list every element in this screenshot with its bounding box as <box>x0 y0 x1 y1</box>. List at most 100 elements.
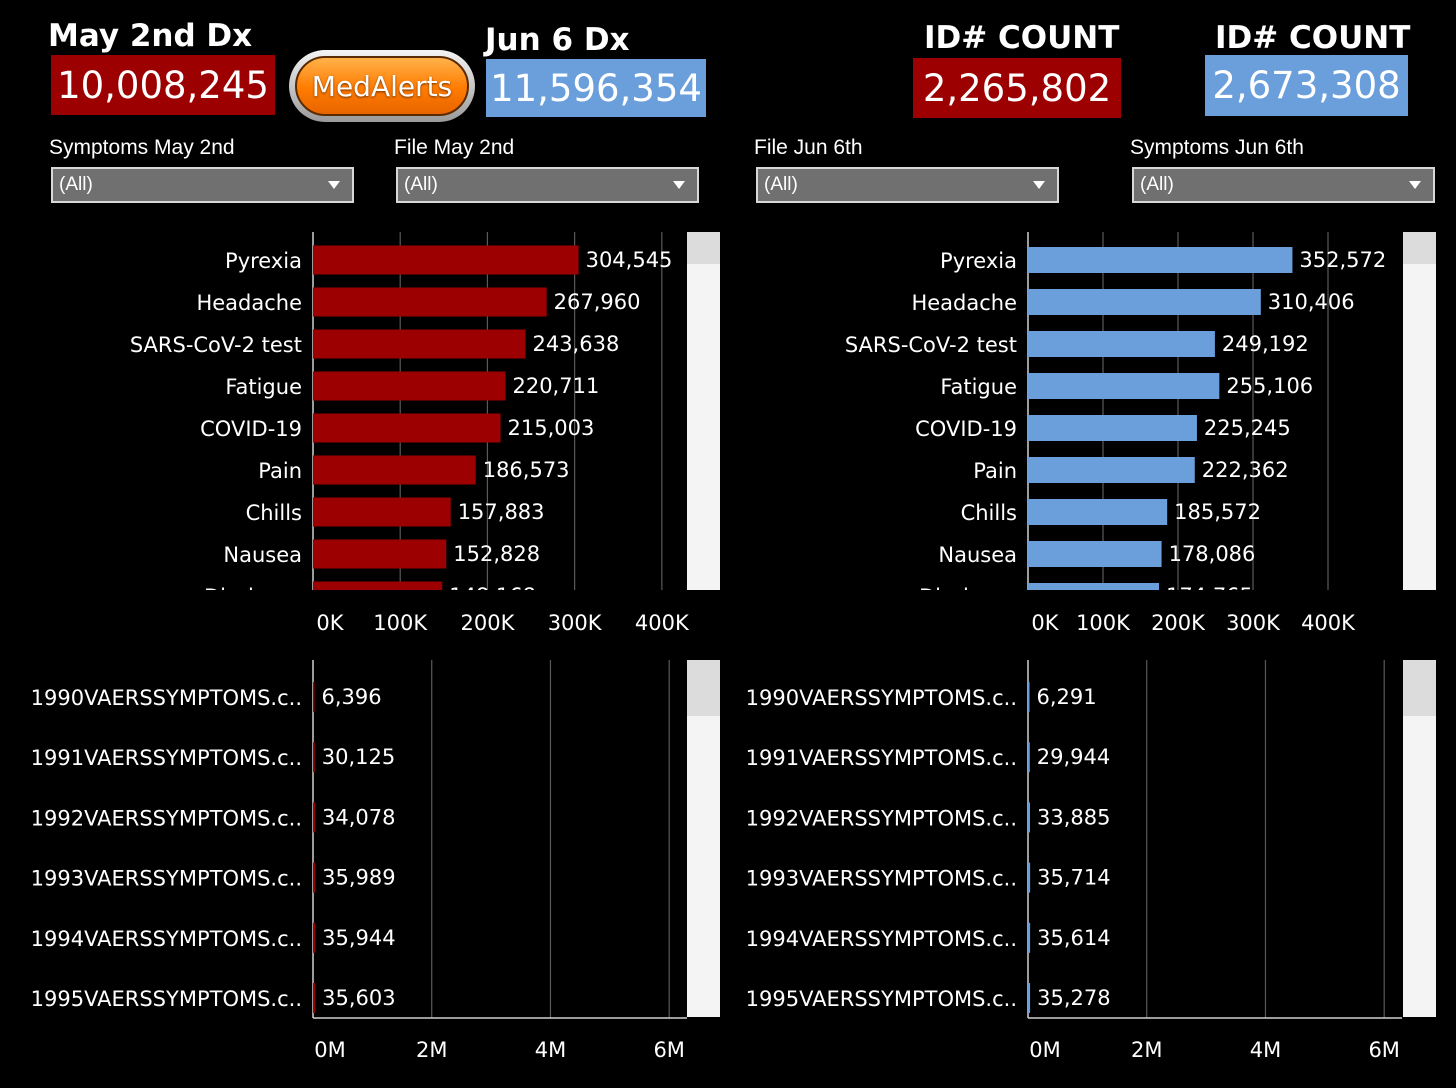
x-tick-label: 300K <box>1226 611 1281 635</box>
data-label: 6,291 <box>1037 685 1097 709</box>
chevron-down-icon <box>328 181 340 189</box>
x-tick-label: 0K <box>316 611 344 635</box>
bar[interactable] <box>313 329 526 359</box>
bar[interactable] <box>1028 499 1168 525</box>
x-tick-label: 4M <box>535 1038 566 1062</box>
data-label: 157,883 <box>458 500 545 524</box>
bar[interactable] <box>1028 331 1215 357</box>
x-tick-label: 200K <box>460 611 515 635</box>
x-tick-label: 0M <box>314 1038 345 1062</box>
scrollbar-files-jun[interactable] <box>1403 660 1436 1017</box>
category-label: SARS-CoV-2 test <box>130 333 302 357</box>
bar[interactable] <box>313 371 506 401</box>
bar[interactable] <box>1028 922 1031 953</box>
scrollbar-thumb[interactable] <box>687 660 720 716</box>
bar[interactable] <box>1028 682 1030 712</box>
bar[interactable] <box>313 862 316 893</box>
data-label: 267,960 <box>554 290 641 314</box>
filter-symptoms-may-label: Symptoms May 2nd <box>49 136 235 159</box>
bar[interactable] <box>1028 742 1030 773</box>
medalerts-logo-button[interactable]: MedAlerts <box>289 50 475 122</box>
bar[interactable] <box>313 742 315 773</box>
category-label: 1994VAERSSYMPTOMS.c.. <box>746 927 1017 951</box>
chevron-down-icon <box>1409 181 1421 189</box>
data-label: 255,106 <box>1226 374 1313 398</box>
bar[interactable] <box>1028 802 1031 833</box>
bar[interactable] <box>313 497 451 527</box>
data-label: 225,245 <box>1204 416 1291 440</box>
bar[interactable] <box>313 983 316 1013</box>
filter-symptoms-jun-value: (All) <box>1140 174 1174 195</box>
jun-dx-label: Jun 6 Dx <box>485 22 630 58</box>
bar[interactable] <box>1028 247 1293 273</box>
bar[interactable] <box>1028 289 1261 315</box>
bar[interactable] <box>1028 983 1031 1013</box>
data-label: 148,168 <box>449 584 536 608</box>
filter-file-jun-label: File Jun 6th <box>754 136 863 159</box>
bars-group: 1990VAERSSYMPTOMS.c.. 6,396 1991VAERSSYMPT… <box>31 682 396 1013</box>
bar[interactable] <box>313 802 316 833</box>
bar[interactable] <box>313 455 476 485</box>
jun-dx-value: 11,596,354 <box>486 59 706 117</box>
bar[interactable] <box>313 539 447 569</box>
bar[interactable] <box>1028 415 1197 441</box>
x-tick-label: 0M <box>1029 1038 1060 1062</box>
scrollbar-thumb[interactable] <box>1403 232 1436 264</box>
bar[interactable] <box>313 581 443 611</box>
data-label: 35,714 <box>1037 866 1110 890</box>
filter-file-jun-dropdown[interactable]: (All) <box>756 167 1059 203</box>
bars-group: Pyrexia 352,572 Headache 310,406 SARS-CoV-2 … <box>845 247 1386 609</box>
bars-group: Pyrexia 304,545 Headache 267,960 SARS-CoV-2 … <box>130 245 672 611</box>
bar[interactable] <box>313 287 547 317</box>
scrollbar-symptoms-jun[interactable] <box>1403 232 1436 590</box>
category-label: Nausea <box>223 543 302 567</box>
bar[interactable] <box>1028 862 1031 893</box>
category-label: Chills <box>246 501 302 525</box>
filter-symptoms-may-dropdown[interactable]: (All) <box>51 167 354 203</box>
scrollbar-symptoms-may[interactable] <box>687 232 720 590</box>
chart-files-may: 0M 2M 4M 6M 1990VAERSSYMPTOMS.c.. 6,396 1991VA… <box>31 660 687 1062</box>
category-label: Pyrexia <box>940 249 1017 273</box>
data-label: 310,406 <box>1268 290 1355 314</box>
filter-symptoms-jun-dropdown[interactable]: (All) <box>1132 167 1435 203</box>
id-count-value-may: 2,265,802 <box>913 58 1121 118</box>
bar[interactable] <box>1028 373 1220 399</box>
scrollbar-thumb[interactable] <box>687 232 720 264</box>
filter-file-may-label: File May 2nd <box>394 136 515 159</box>
data-label: 249,192 <box>1222 332 1309 356</box>
category-label: Pain <box>973 459 1017 483</box>
data-label: 185,572 <box>1174 500 1261 524</box>
data-label: 152,828 <box>453 542 540 566</box>
category-label: 1990VAERSSYMPTOMS.c.. <box>31 686 302 710</box>
bar[interactable] <box>313 245 579 275</box>
id-count-value-jun: 2,673,308 <box>1205 55 1408 116</box>
scrollbar-files-may[interactable] <box>687 660 720 1017</box>
category-label: COVID-19 <box>200 417 302 441</box>
data-label: 35,989 <box>322 866 395 890</box>
data-label: 352,572 <box>1299 248 1386 272</box>
bar[interactable] <box>313 413 501 443</box>
x-tick-label: 6M <box>1368 1038 1399 1062</box>
filter-file-may-value: (All) <box>404 174 438 195</box>
category-label: 1991VAERSSYMPTOMS.c.. <box>746 746 1017 770</box>
chart-symptoms-jun: 0K 100K 200K 300K 400K Pyrexia 352,572 Headache… <box>845 232 1386 635</box>
may-dx-value: 10,008,245 <box>51 55 275 115</box>
data-label: 29,944 <box>1037 745 1110 769</box>
data-label: 6,396 <box>322 685 382 709</box>
data-label: 222,362 <box>1202 458 1289 482</box>
bar[interactable] <box>1028 583 1160 609</box>
may-dx-label: May 2nd Dx <box>48 18 253 54</box>
bar[interactable] <box>1028 541 1162 567</box>
x-tick-label: 0K <box>1031 611 1059 635</box>
chevron-down-icon <box>1033 181 1045 189</box>
filter-file-may-dropdown[interactable]: (All) <box>396 167 699 203</box>
category-label: COVID-19 <box>915 417 1017 441</box>
category-label: 1994VAERSSYMPTOMS.c.. <box>31 927 302 951</box>
chart-symptoms-may: 0K 100K 200K 300K 400K Pyrexia 304,545 Headache… <box>130 232 690 635</box>
bar[interactable] <box>313 682 315 712</box>
chart-files-jun: 0M 2M 4M 6M 1990VAERSSYMPTOMS.c.. 6,291 1991VA… <box>746 660 1402 1062</box>
bar[interactable] <box>1028 457 1195 483</box>
bar[interactable] <box>313 922 316 953</box>
scrollbar-thumb[interactable] <box>1403 660 1436 716</box>
bars-group: 1990VAERSSYMPTOMS.c.. 6,291 1991VAERSSYMPT… <box>746 682 1111 1013</box>
